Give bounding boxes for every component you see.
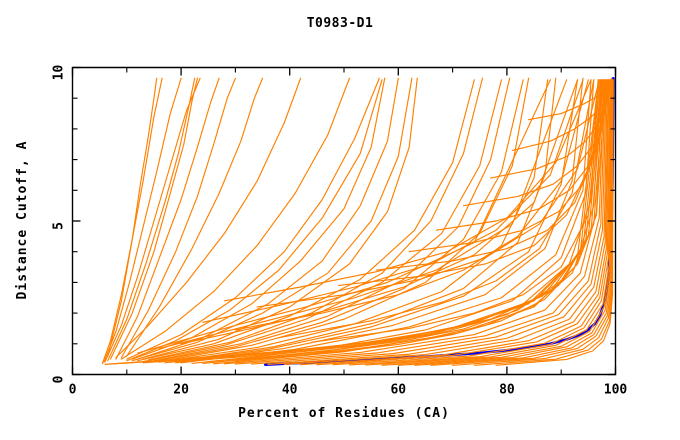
- prediction-curve: [164, 79, 579, 364]
- prediction-curve: [120, 77, 236, 359]
- axis-ticks: [71, 66, 617, 376]
- prediction-curve: [107, 77, 158, 357]
- y-tick-label: 0: [52, 375, 67, 383]
- prediction-curve: [376, 79, 606, 271]
- prediction-curve: [397, 79, 613, 366]
- prediction-curve: [126, 79, 383, 362]
- prediction-curve: [142, 77, 418, 360]
- chart-title: T0983-D1: [306, 16, 374, 31]
- prediction-curve: [137, 79, 475, 362]
- x-tick-label: 40: [282, 383, 298, 398]
- prediction-curve: [131, 77, 386, 360]
- prediction-curve: [107, 77, 196, 362]
- prediction-curve: [158, 79, 568, 349]
- prediction-curve: [104, 79, 600, 365]
- prediction-curve: [511, 79, 612, 151]
- prediction-curve: [131, 77, 413, 362]
- prediction-curve: [278, 79, 595, 339]
- prediction-curve: [147, 79, 524, 363]
- y-axis-label: Distance Cutoff, A: [15, 141, 30, 300]
- prediction-curve: [153, 77, 511, 362]
- prediction-curve: [115, 77, 220, 360]
- axis-tick-labels: 0 20 40 60 80 100 0 5 10: [52, 65, 628, 398]
- prediction-curve: [462, 79, 610, 207]
- x-tick-label: 100: [604, 383, 628, 398]
- prediction-curve: [234, 79, 605, 365]
- prediction-curve: [365, 79, 612, 366]
- y-tick-label: 5: [52, 222, 67, 230]
- prediction-curve: [316, 79, 610, 366]
- prediction-curve: [490, 79, 611, 179]
- prediction-curve: [126, 77, 264, 357]
- prediction-curve: [348, 79, 612, 366]
- prediction-curve: [104, 77, 201, 363]
- prediction-curve: [283, 79, 608, 365]
- prediction-curve: [256, 79, 600, 308]
- prediction-curve: [142, 79, 503, 363]
- prediction-curve: [332, 79, 611, 366]
- curves-layer: [101, 76, 615, 366]
- x-tick-label: 60: [390, 383, 406, 398]
- prediction-curve: [180, 79, 592, 364]
- x-tick-label: 20: [173, 383, 189, 398]
- prediction-curve: [126, 77, 380, 360]
- prediction-curve: [175, 77, 584, 364]
- prediction-curve: [223, 79, 592, 302]
- x-tick-label: 0: [69, 383, 77, 398]
- prediction-curve: [115, 77, 302, 359]
- prediction-curve: [408, 79, 608, 253]
- prediction-curve: [103, 77, 182, 363]
- prediction-curve: [120, 77, 351, 360]
- prediction-curve: [234, 79, 606, 362]
- prediction-curve: [267, 79, 607, 365]
- prediction-curve: [147, 77, 484, 361]
- prediction-curve: [180, 79, 579, 345]
- prediction-curve: [299, 79, 610, 366]
- prediction-curve: [213, 79, 602, 365]
- x-axis-label: Percent of Residues (CA): [238, 406, 450, 421]
- prediction-curve: [158, 77, 530, 363]
- prediction-curve: [251, 79, 606, 365]
- prediction-curve: [158, 79, 549, 363]
- prediction-curve: [234, 79, 589, 331]
- x-tick-label: 80: [499, 383, 515, 398]
- prediction-curve: [109, 77, 198, 360]
- y-tick-label: 10: [52, 65, 67, 81]
- prediction-curve: [495, 79, 614, 366]
- prediction-curve: [261, 79, 607, 360]
- prediction-curve: [169, 79, 604, 363]
